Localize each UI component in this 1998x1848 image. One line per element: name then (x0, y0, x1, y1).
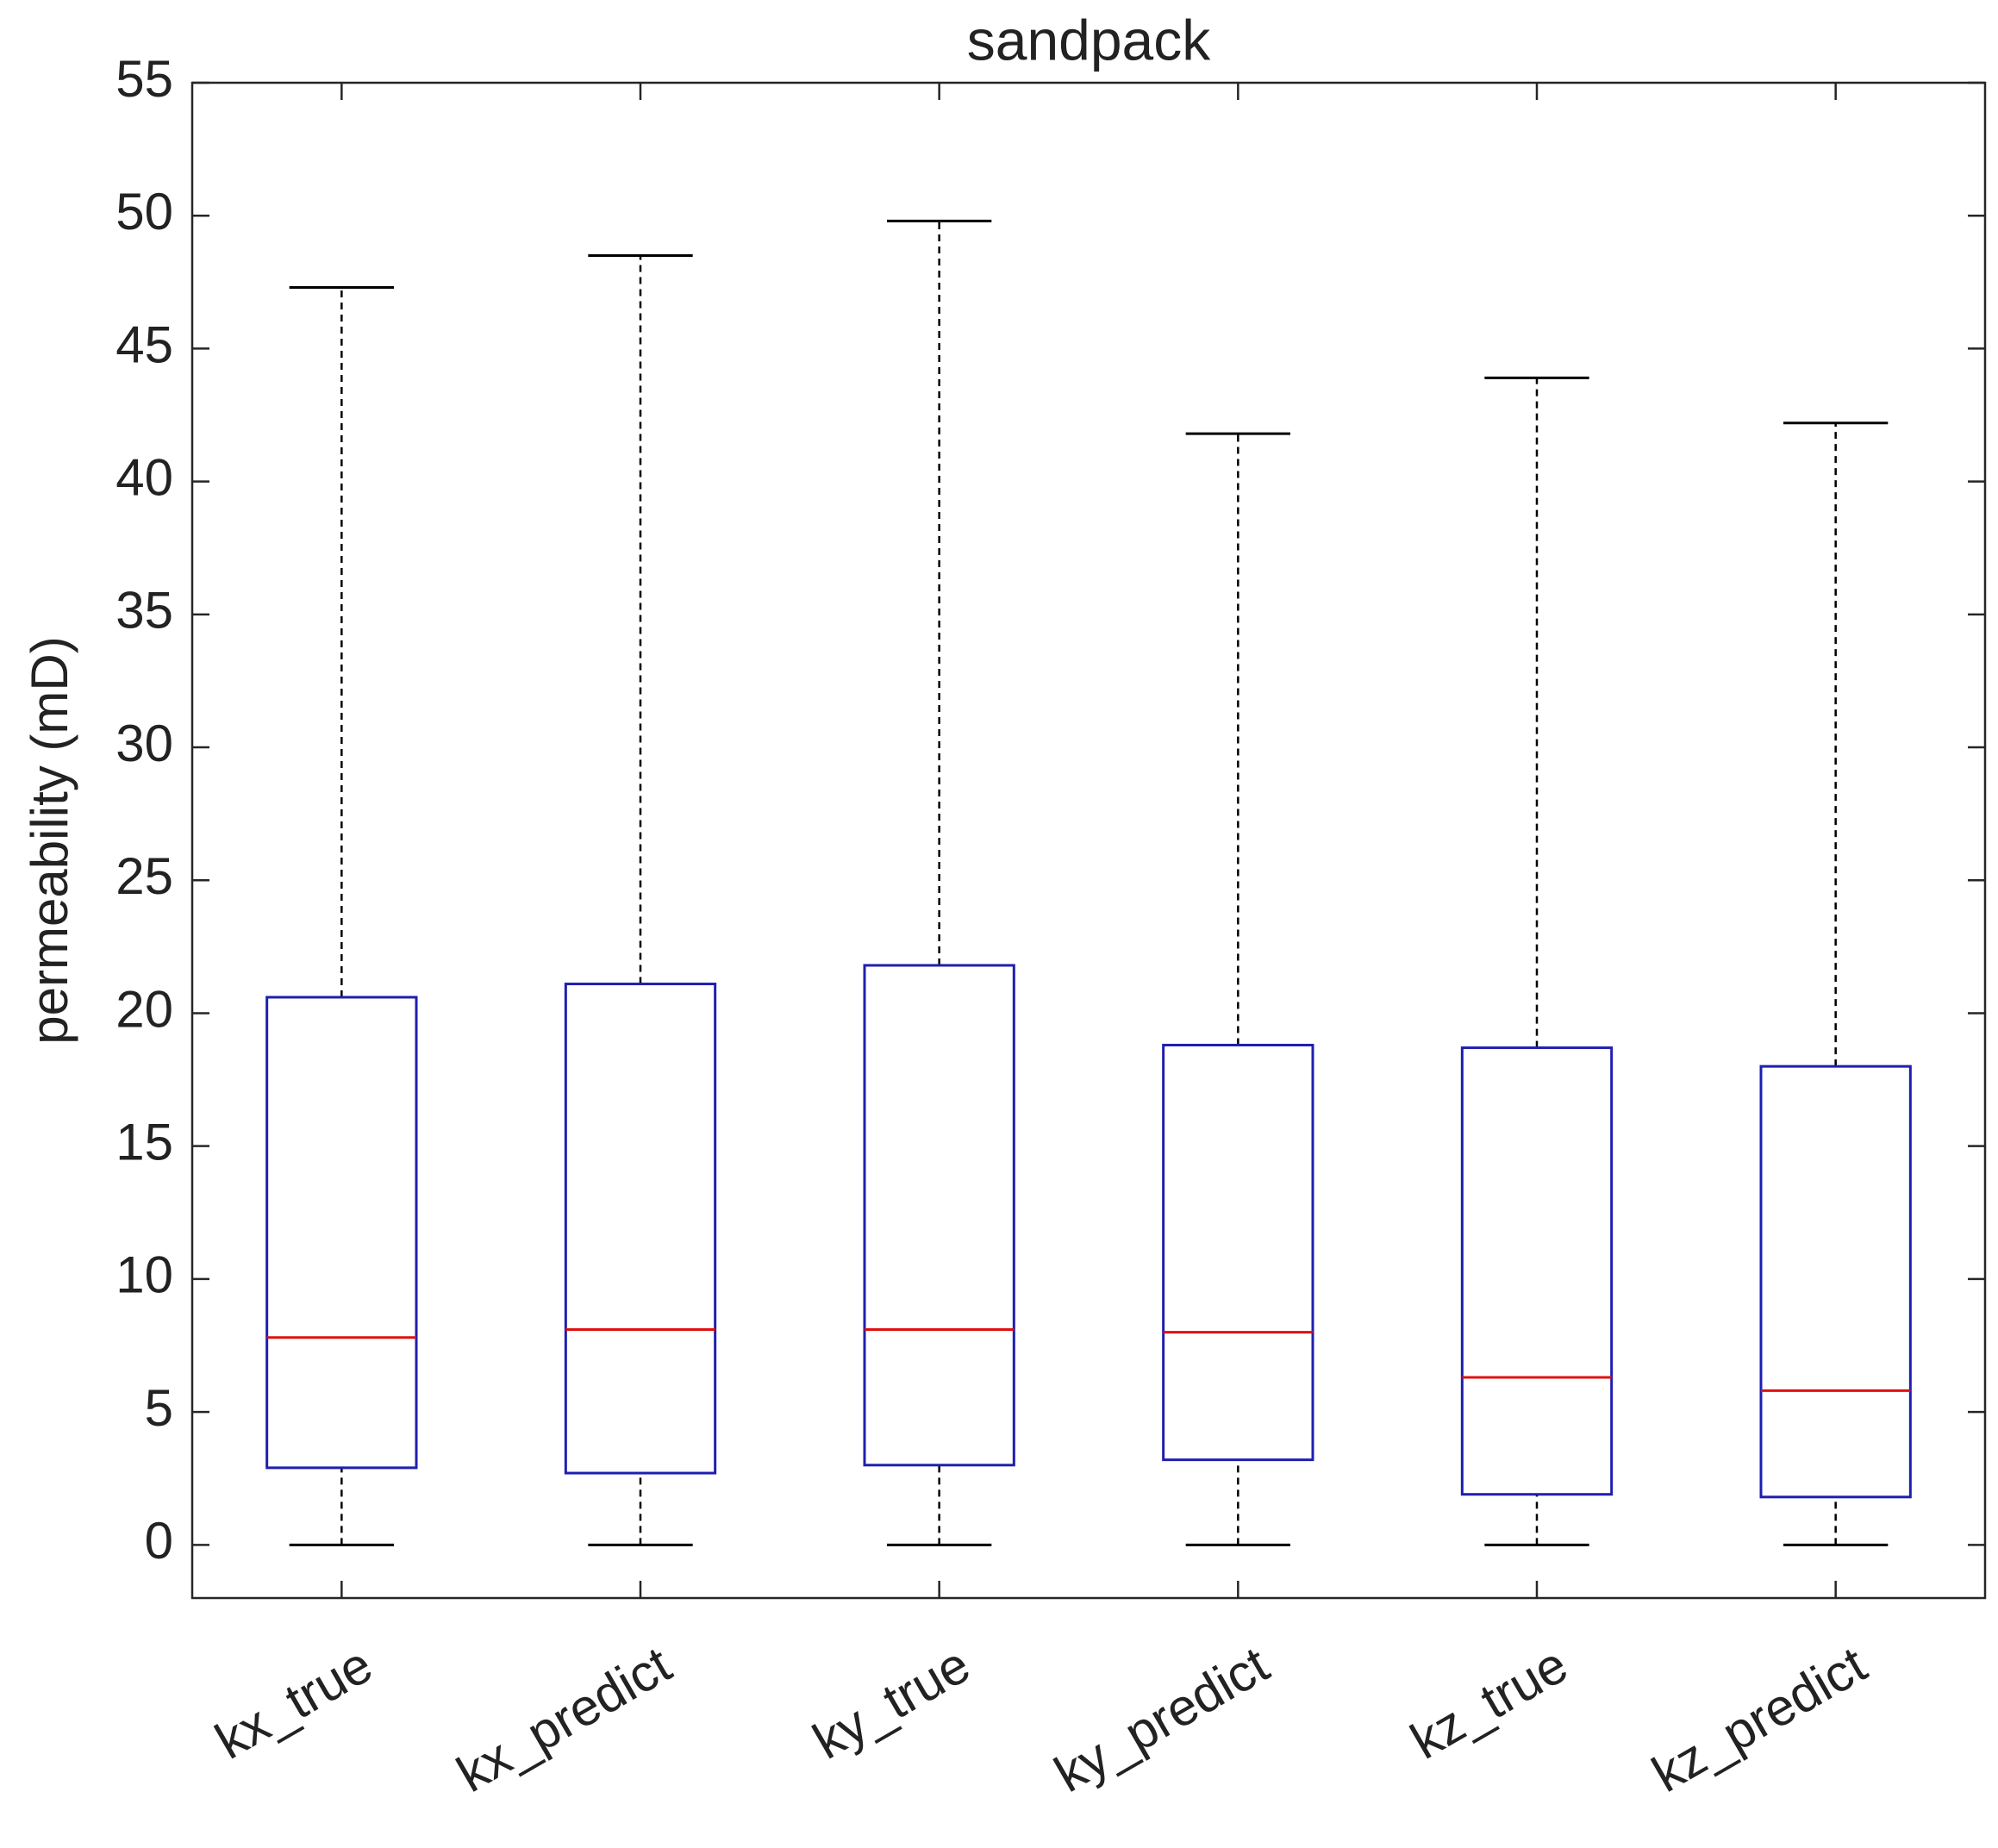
chart-title: sandpack (967, 8, 1212, 72)
x-tick-label: kx_predict (447, 1635, 681, 1803)
y-tick-label: 25 (116, 847, 173, 905)
x-tick-label: ky_true (803, 1635, 979, 1770)
box (1162, 1043, 1314, 1462)
plot-frame (190, 81, 1987, 1600)
y-tick-label: 10 (116, 1246, 173, 1304)
x-tick-label: kz_predict (1643, 1635, 1876, 1803)
y-tick-label: 40 (116, 448, 173, 506)
y-tick-label: 15 (116, 1114, 173, 1171)
y-tick-label: 45 (116, 315, 173, 373)
y-tick-label: 5 (145, 1379, 173, 1437)
y-tick-label: 20 (116, 980, 173, 1038)
box (863, 964, 1015, 1467)
box (1460, 1046, 1614, 1496)
box (265, 996, 418, 1470)
x-tick-label: kz_true (1402, 1635, 1577, 1770)
y-tick-label: 35 (116, 582, 173, 640)
y-axis-label: permeability (mD) (21, 636, 78, 1044)
y-tick-label: 55 (116, 50, 173, 108)
y-tick-label: 30 (116, 715, 173, 772)
box (1759, 1064, 1912, 1499)
y-tick-label: 50 (116, 183, 173, 240)
x-tick-label: kx_true (206, 1635, 382, 1770)
x-tick-label: ky_predict (1046, 1635, 1279, 1803)
box (564, 983, 717, 1475)
y-tick-label: 0 (145, 1512, 173, 1570)
